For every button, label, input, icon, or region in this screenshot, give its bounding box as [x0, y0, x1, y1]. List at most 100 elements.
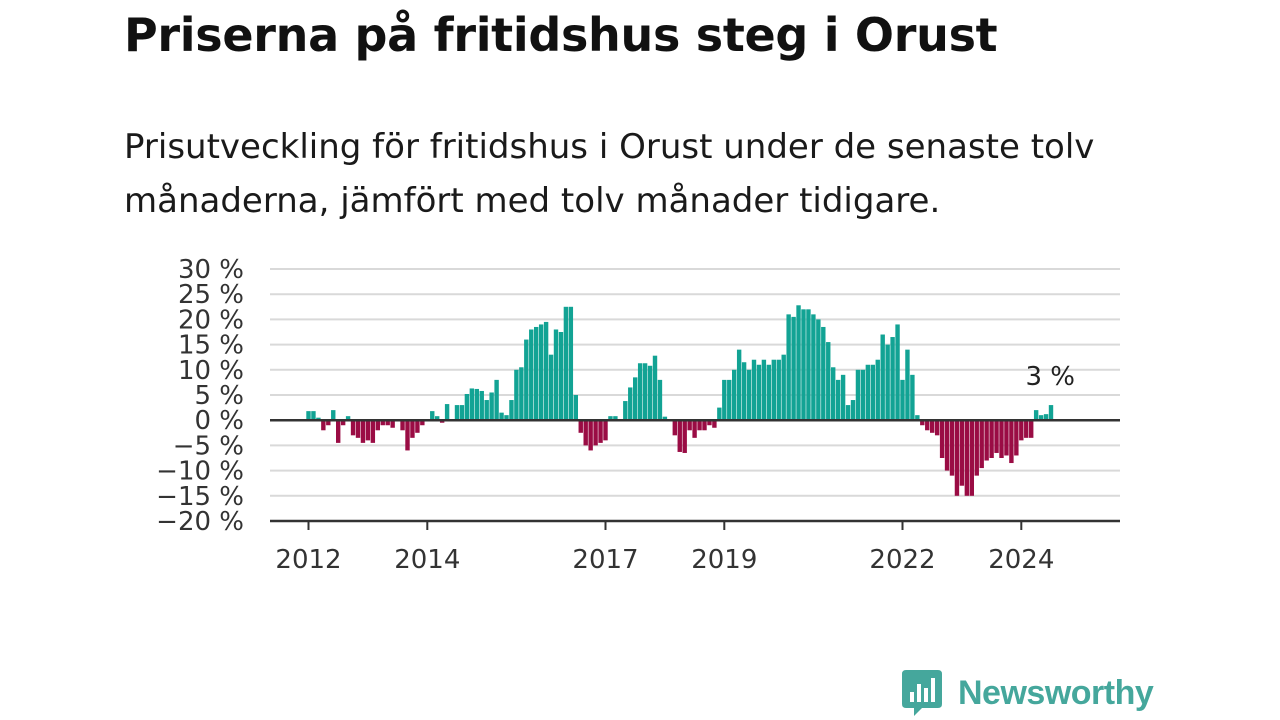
bar — [944, 420, 950, 471]
bar — [915, 415, 920, 421]
bar — [890, 337, 895, 421]
x-tick-label: 2012 — [275, 545, 341, 575]
bar — [816, 319, 821, 421]
bar — [529, 329, 534, 421]
bar — [306, 411, 311, 421]
x-tick-label: 2017 — [572, 545, 638, 575]
bar — [563, 306, 569, 421]
y-tick-label: 20 % — [178, 305, 244, 335]
bar — [727, 379, 732, 421]
bar — [959, 420, 965, 486]
bar — [860, 369, 866, 421]
bar — [712, 420, 717, 428]
grid-lines — [270, 268, 1120, 497]
bar — [746, 369, 752, 421]
bar — [984, 420, 989, 461]
bar — [875, 359, 880, 421]
bar — [637, 363, 643, 421]
bar — [444, 404, 450, 421]
bar — [741, 362, 747, 421]
x-tick-label: 2019 — [691, 545, 757, 575]
bar — [474, 388, 479, 421]
bar — [326, 420, 331, 426]
bar — [1033, 410, 1039, 421]
bar-chart-bubble-icon — [902, 670, 942, 716]
last-value-label: 3 % — [1025, 362, 1075, 392]
logo-text: Newsworthy — [958, 673, 1154, 712]
bar — [509, 400, 514, 421]
y-tick-label: 30 % — [178, 255, 244, 285]
y-tick-label: −20 % — [156, 507, 244, 537]
bar — [628, 387, 633, 421]
bar — [642, 363, 648, 421]
bar — [920, 420, 925, 426]
bar — [484, 400, 489, 421]
bar — [722, 379, 727, 421]
bar — [949, 420, 955, 476]
bar — [598, 420, 603, 443]
bar — [524, 339, 529, 421]
bar — [880, 334, 885, 421]
bar — [603, 420, 608, 441]
bar — [954, 420, 960, 496]
bar — [761, 359, 767, 421]
bar — [989, 420, 994, 458]
bar — [835, 379, 841, 421]
bar — [900, 379, 905, 421]
bar — [845, 405, 851, 421]
bar — [608, 416, 613, 421]
bar — [979, 420, 984, 469]
bar — [464, 393, 470, 421]
bar — [677, 420, 682, 452]
bar — [1048, 405, 1054, 421]
bar — [652, 355, 658, 421]
bar — [336, 420, 341, 443]
bar — [459, 405, 465, 421]
x-axis-labels: 2012 2014 2017 2019 2022 2024 — [275, 521, 1054, 575]
bar — [702, 420, 707, 431]
bar — [420, 420, 425, 426]
bar — [519, 367, 524, 421]
bar — [360, 420, 366, 443]
bar — [499, 412, 504, 421]
bar — [657, 379, 663, 421]
page-title: Priserna på fritidshus steg i Orust — [124, 8, 998, 62]
bar — [439, 420, 445, 423]
bar — [410, 420, 415, 438]
bar — [934, 420, 940, 436]
bar — [340, 420, 346, 426]
bar — [321, 420, 326, 431]
y-tick-label: −15 % — [156, 482, 244, 512]
bar — [430, 411, 435, 421]
bar — [939, 420, 945, 458]
bar — [672, 420, 677, 436]
bar — [751, 359, 757, 421]
bar — [811, 314, 816, 421]
y-tick-label: 5 % — [194, 381, 244, 411]
bar — [568, 306, 574, 421]
bar — [969, 420, 974, 496]
y-tick-label: −5 % — [173, 431, 244, 461]
bar — [405, 420, 410, 451]
bar — [1019, 420, 1024, 441]
bar — [593, 420, 598, 446]
bar — [415, 420, 420, 433]
bar — [385, 420, 390, 426]
y-tick-label: 15 % — [178, 331, 244, 361]
bar — [316, 417, 321, 421]
bar — [850, 400, 856, 421]
bar — [717, 407, 722, 421]
bar — [534, 326, 539, 421]
bar — [613, 416, 618, 421]
bar — [994, 420, 999, 453]
bar — [870, 364, 875, 421]
bar — [692, 420, 697, 438]
bar — [806, 309, 811, 421]
bar — [855, 369, 861, 421]
bar — [390, 420, 395, 428]
bar — [538, 324, 544, 421]
bar — [331, 410, 336, 421]
bar — [489, 392, 494, 421]
bar — [370, 420, 376, 443]
